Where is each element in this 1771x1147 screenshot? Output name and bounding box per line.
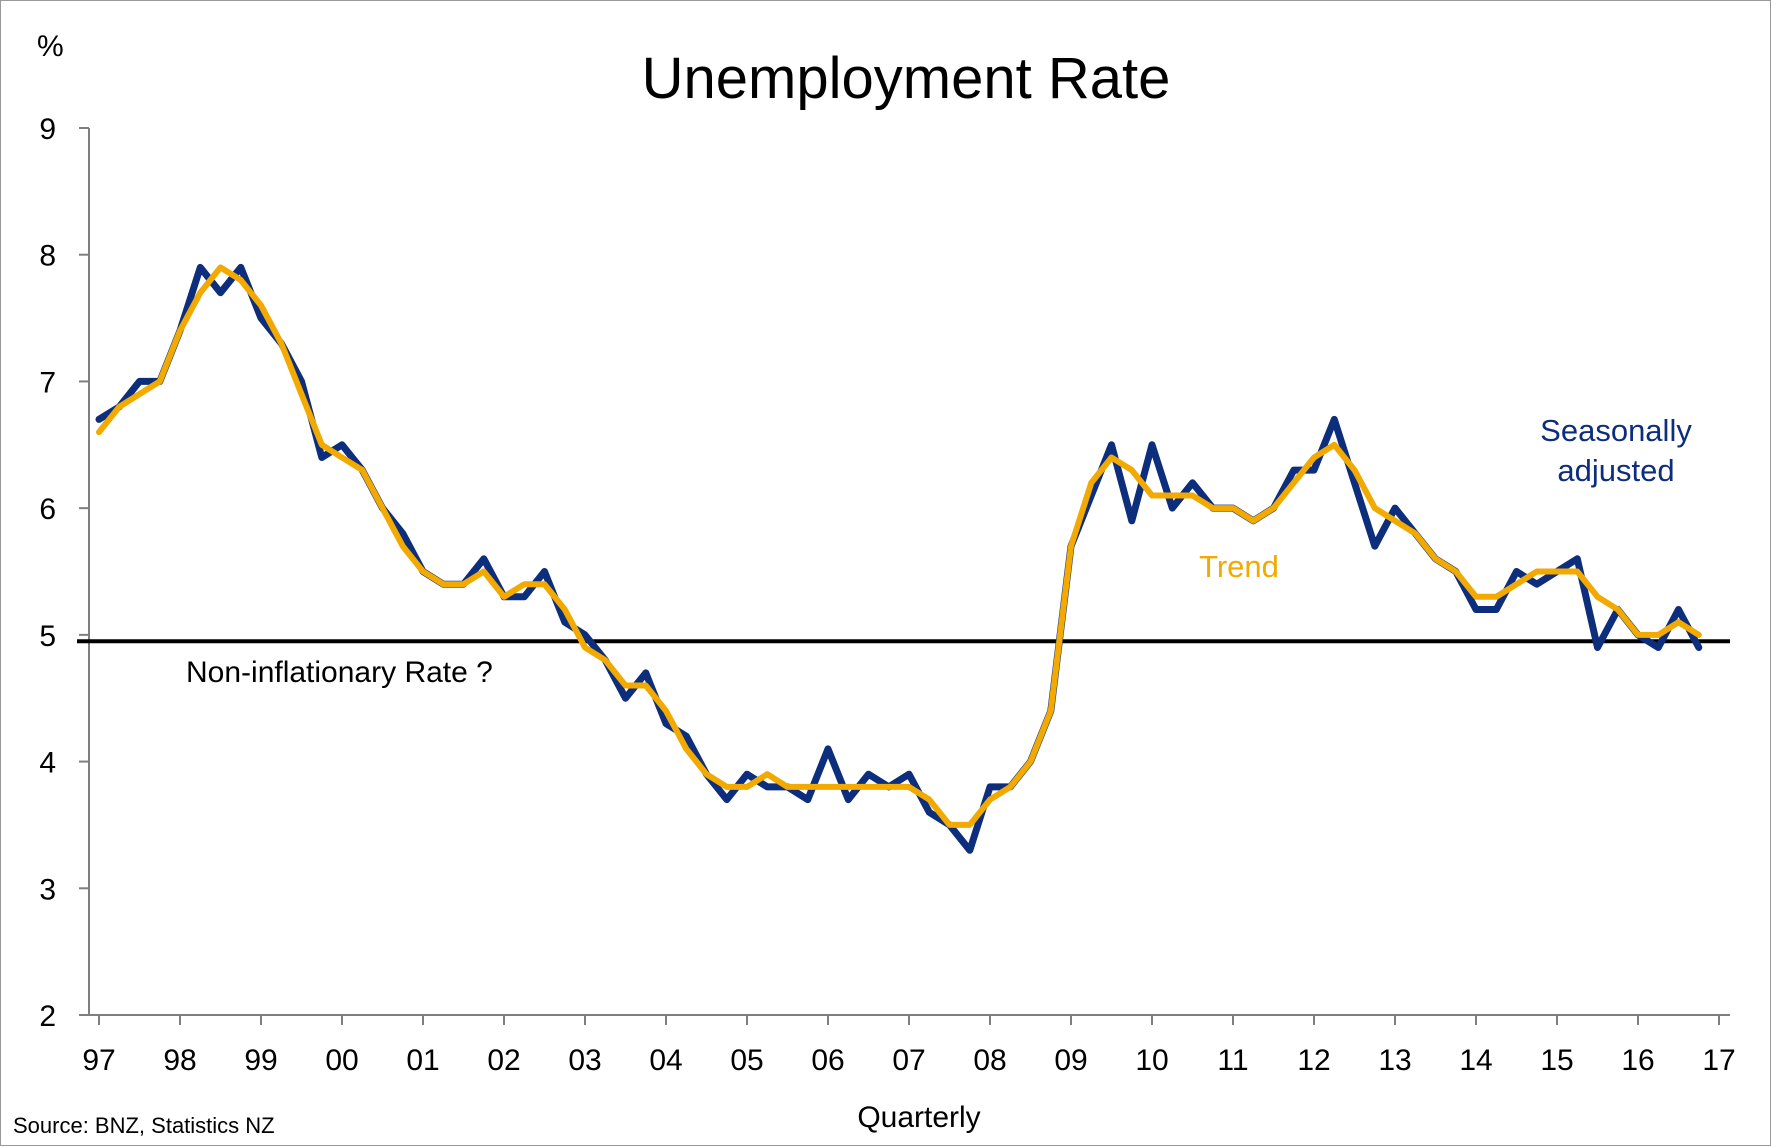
x-tick-label: 97 xyxy=(82,1044,115,1077)
x-tick-label: 02 xyxy=(487,1044,520,1077)
series-lines xyxy=(95,263,1703,854)
seasonally-adjusted-line xyxy=(95,263,1703,854)
seasonally-adjusted-label-line2: adjusted xyxy=(1557,453,1674,488)
x-axis-title: Quarterly xyxy=(857,1101,980,1134)
axes: 2 3 4 5 6 7 8 9 97 98 99 00 01 02 03 04 05 06 07 08 09 10 11 12… xyxy=(39,113,1735,1077)
x-tick-label: 01 xyxy=(406,1044,439,1077)
x-tick-label: 99 xyxy=(244,1044,277,1077)
y-tick-label: 2 xyxy=(39,1000,56,1033)
x-tick-label: 08 xyxy=(973,1044,1006,1077)
x-tick-label: 06 xyxy=(811,1044,844,1077)
trend-line xyxy=(96,264,1702,828)
x-tick-label: 04 xyxy=(649,1044,682,1077)
trend-label: Trend xyxy=(1199,549,1279,584)
x-tick-label: 11 xyxy=(1217,1044,1248,1077)
x-tick-label: 16 xyxy=(1621,1044,1654,1077)
x-tick-label: 13 xyxy=(1378,1044,1411,1077)
y-tick-label: 7 xyxy=(39,366,56,399)
x-tick-label: 00 xyxy=(325,1044,358,1077)
x-tick-label: 98 xyxy=(163,1044,196,1077)
chart-title: Unemployment Rate xyxy=(642,46,1171,111)
x-tick-label: 10 xyxy=(1135,1044,1168,1077)
y-tick-label: 3 xyxy=(39,873,56,906)
x-tick-label: 12 xyxy=(1297,1044,1330,1077)
x-tick-label: 03 xyxy=(568,1044,601,1077)
x-tick-label: 07 xyxy=(892,1044,925,1077)
x-tick-label: 14 xyxy=(1459,1044,1492,1077)
y-tick-label: 9 xyxy=(39,113,56,146)
source-note: Source: BNZ, Statistics NZ xyxy=(13,1113,275,1138)
x-tick-label: 09 xyxy=(1054,1044,1087,1077)
x-tick-label: 05 xyxy=(730,1044,763,1077)
y-tick-label: 5 xyxy=(39,620,56,653)
x-tick-label: 15 xyxy=(1540,1044,1573,1077)
x-tick-label: 17 xyxy=(1702,1044,1735,1077)
reference-line-label: Non-inflationary Rate ? xyxy=(186,656,493,689)
y-tick-label: 6 xyxy=(39,493,56,526)
y-tick-label: 8 xyxy=(39,240,56,273)
y-unit-label: % xyxy=(37,30,64,63)
y-tick-label: 4 xyxy=(39,747,56,780)
seasonally-adjusted-label-line1: Seasonally xyxy=(1540,413,1692,448)
